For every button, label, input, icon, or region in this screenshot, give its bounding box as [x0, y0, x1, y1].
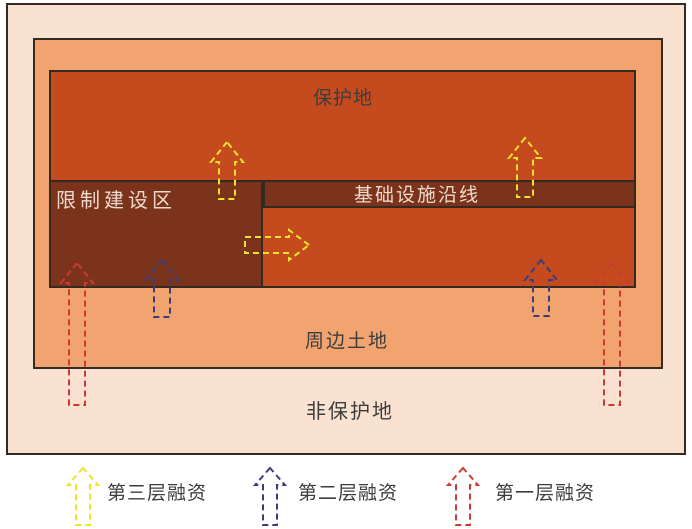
label-infrastructure: 基础设施沿线 [353, 185, 481, 206]
label-nonprotected: 非保护地 [306, 401, 394, 423]
tier1-legend-arrow [445, 466, 481, 526]
legend-label-tier3: 第三层融资 [107, 483, 208, 504]
tier1-arrow-icon [445, 466, 481, 526]
tier3-legend-arrow [65, 466, 101, 526]
tier2-arrow-icon [252, 466, 288, 526]
tier2-legend-arrow [252, 466, 288, 526]
legend-label-tier1: 第一层融资 [495, 483, 596, 504]
label-protected: 保护地 [312, 88, 374, 109]
legend-label-tier2: 第二层融资 [298, 483, 399, 504]
label-surrounding: 周边土地 [304, 331, 390, 352]
region-infrastructure [263, 180, 636, 208]
label-restricted: 限制建设区 [56, 190, 176, 212]
legend: 第三层融资 第二层融资 第一层融资 [0, 455, 692, 529]
tier3-arrow-icon [65, 466, 101, 526]
